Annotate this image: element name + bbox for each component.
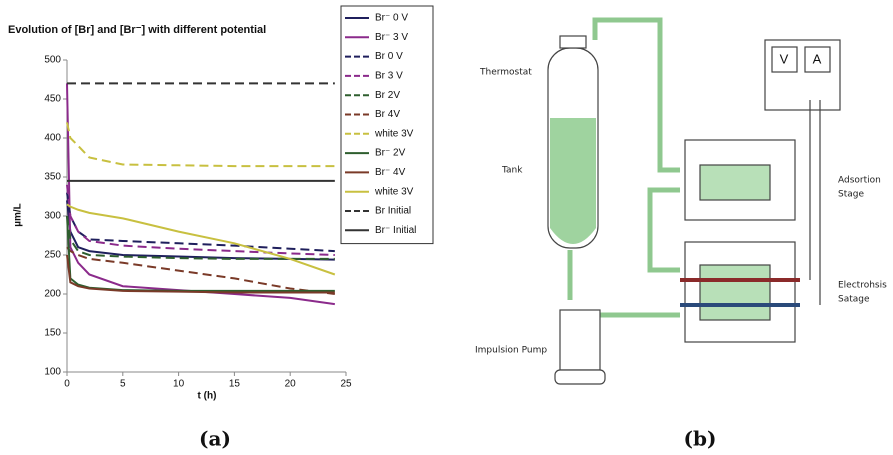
ammeter — [804, 46, 831, 73]
series-line — [66, 200, 335, 261]
x-tick-label: 0 — [64, 379, 70, 390]
caption: (a) — [199, 427, 231, 451]
chart-title: Evolution of [Br] and [Br⁻] with differe… — [8, 24, 266, 36]
legend-label: Br 2V — [375, 90, 400, 101]
y-tick-label: 200 — [44, 289, 61, 300]
series-line — [66, 184, 335, 256]
y-tick-label: 450 — [44, 94, 61, 105]
series-line — [66, 203, 336, 276]
legend-label: Br⁻ 2V — [375, 148, 406, 159]
legend-label: Br⁻ 4V — [375, 167, 406, 178]
pipe — [592, 17, 680, 173]
diagram-label: Electrohsis — [838, 281, 887, 291]
legend-label: Br⁻ 0 V — [375, 13, 408, 24]
wire — [809, 100, 821, 305]
y-tick-label: 500 — [44, 55, 61, 66]
legend-label: Br 4V — [375, 109, 400, 120]
tank-cap — [559, 35, 587, 49]
legend-box — [340, 5, 434, 245]
diagram-label: Impulsion Pump — [475, 346, 547, 356]
legend-label: Br Initial — [375, 206, 411, 217]
meter-label: V — [780, 51, 789, 66]
adsorption-cell — [699, 164, 771, 201]
legend-label: Br⁻ 3 V — [375, 32, 408, 43]
x-tick-label: 5 — [120, 379, 126, 390]
electrolysis-cell — [699, 264, 771, 321]
legend-label: white 3V — [374, 128, 414, 139]
x-tick-label: 10 — [173, 379, 185, 390]
series-line — [66, 246, 335, 295]
diagram-label: Thermostat — [479, 68, 532, 78]
y-tick-label: 350 — [44, 172, 61, 183]
legend-label: Br 3 V — [375, 71, 403, 82]
setup-diagram — [547, 17, 841, 385]
x-tick-label: 20 — [285, 379, 297, 390]
y-tick-label: 300 — [44, 211, 61, 222]
diagram-label: Satage — [838, 295, 870, 305]
voltmeter — [771, 46, 798, 73]
x-axis-label: t (h) — [198, 391, 217, 402]
y-tick-label: 100 — [44, 367, 61, 378]
tank-liquid — [550, 118, 596, 244]
pipe — [647, 187, 680, 273]
legend-label: Br⁻ Initial — [375, 225, 416, 236]
series-line — [66, 83, 335, 306]
meter-label: A — [813, 51, 822, 66]
diagram-label: Adsortion — [838, 176, 881, 186]
legend-label: white 3V — [374, 186, 414, 197]
series-line — [66, 254, 335, 294]
diagram-label: Stage — [838, 190, 864, 200]
x-tick-label: 15 — [229, 379, 241, 390]
y-tick-label: 250 — [44, 250, 61, 261]
series-line — [66, 215, 335, 260]
pump-base — [554, 369, 606, 385]
x-tick-label: 25 — [340, 379, 352, 390]
legend-label: Br 0 V — [375, 51, 403, 62]
series-line — [66, 122, 335, 168]
pump — [559, 309, 601, 371]
y-axis-label: µm/L — [13, 203, 24, 227]
y-tick-label: 150 — [44, 328, 61, 339]
series-line — [66, 192, 335, 253]
diagram-label: Tank — [501, 166, 523, 176]
y-tick-label: 400 — [44, 133, 61, 144]
caption: (b) — [684, 427, 717, 451]
